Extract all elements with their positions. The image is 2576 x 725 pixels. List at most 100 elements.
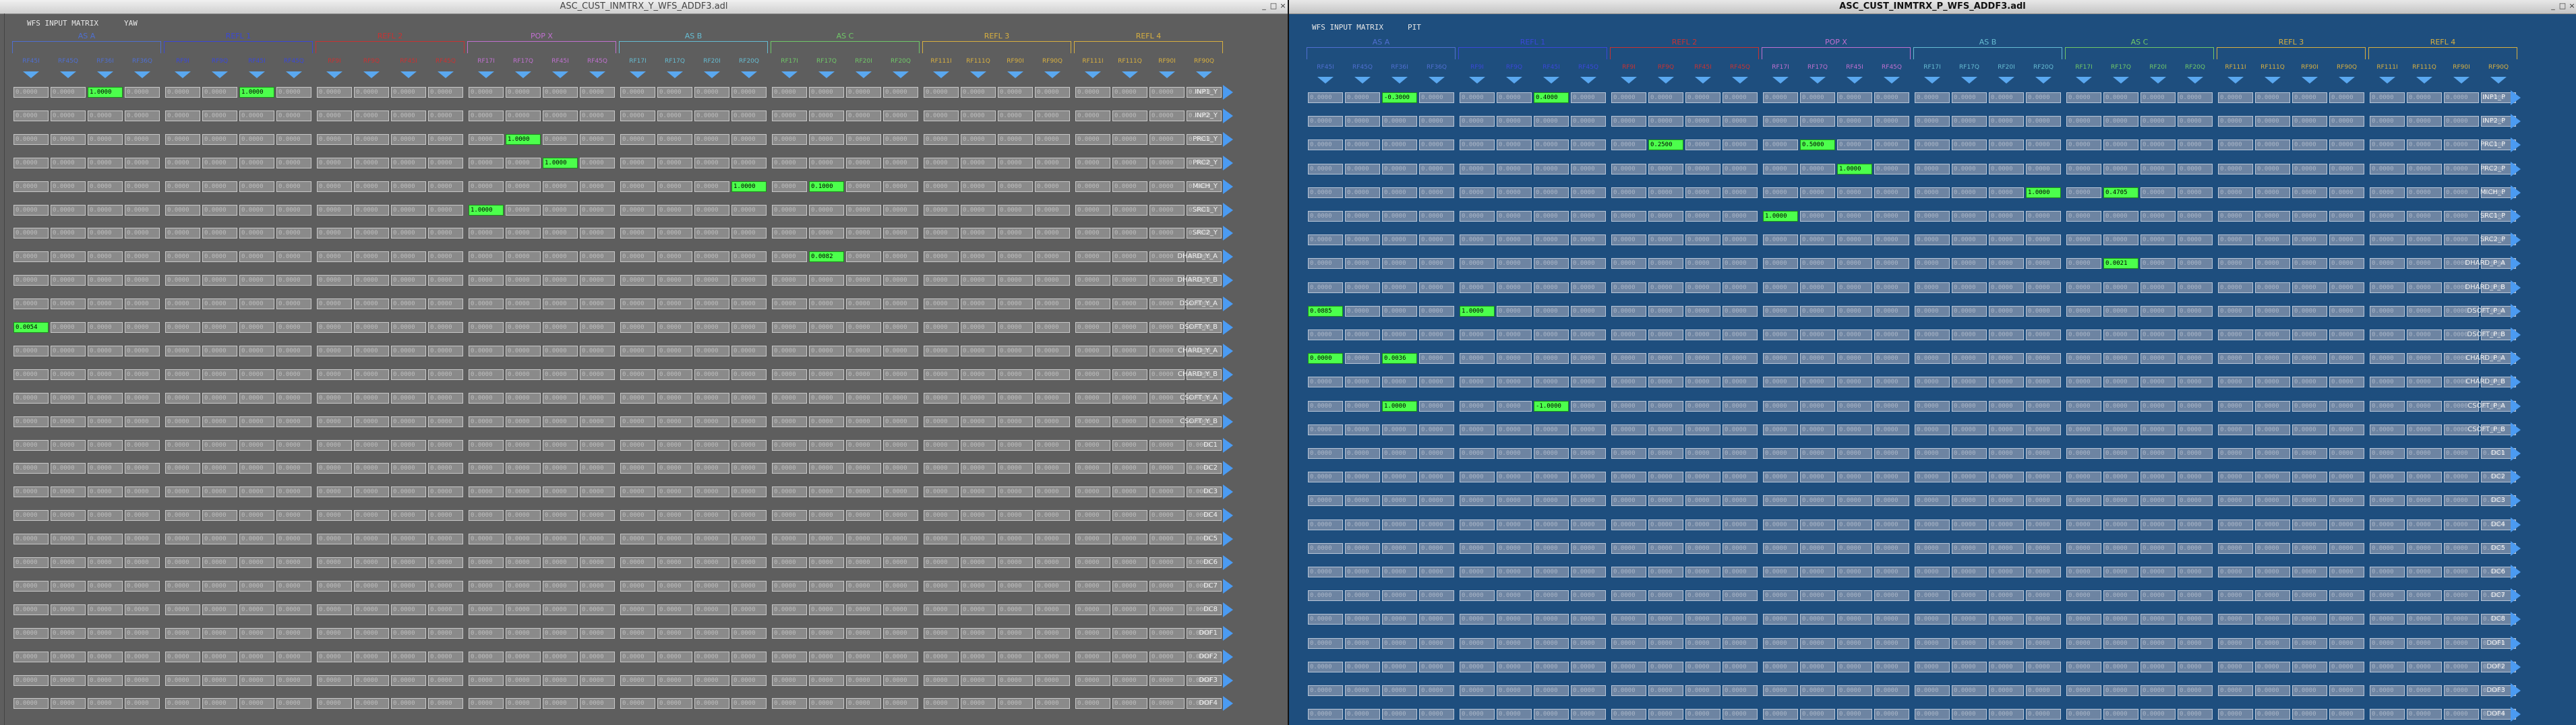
right-matrix-cell[interactable]: 0.0000 <box>1611 472 1646 483</box>
right-matrix-cell[interactable]: 0.0000 <box>2370 353 2405 365</box>
right-matrix-cell[interactable]: 0.0000 <box>2481 637 2516 649</box>
left-matrix-cell[interactable]: 0.0000 <box>1075 463 1110 474</box>
right-matrix-cell[interactable]: 0.0000 <box>2444 305 2479 317</box>
right-matrix-cell[interactable]: 0.0000 <box>1611 305 1646 317</box>
right-matrix-cell[interactable]: 0.0000 <box>2329 542 2364 554</box>
right-matrix-cell[interactable]: 0.0000 <box>1685 163 1720 175</box>
left-matrix-cell[interactable]: 0.0000 <box>391 157 426 168</box>
left-matrix-cell[interactable]: 0.0000 <box>961 87 996 98</box>
right-matrix-cell[interactable]: 0.0000 <box>2140 590 2176 602</box>
right-matrix-cell[interactable]: 0.0000 <box>1915 92 1950 103</box>
left-matrix-cell[interactable]: 0.0000 <box>13 228 49 239</box>
right-matrix-cell[interactable]: 0.0000 <box>2103 614 2138 625</box>
left-matrix-cell[interactable]: 0.0000 <box>620 534 655 545</box>
left-matrix-cell[interactable]: 0.0000 <box>428 157 463 168</box>
left-matrix-cell[interactable]: 0.0000 <box>391 580 426 592</box>
left-matrix-cell[interactable]: 0.0000 <box>428 463 463 474</box>
right-matrix-cell[interactable]: 0.0000 <box>1648 211 1683 222</box>
left-matrix-cell[interactable]: 0.0000 <box>657 627 692 639</box>
left-matrix-cell[interactable]: 0.0000 <box>276 251 311 263</box>
left-matrix-cell[interactable]: 0.0000 <box>51 322 86 333</box>
right-matrix-cell[interactable]: 0.0000 <box>1723 258 1758 270</box>
right-matrix-cell[interactable]: 0.0000 <box>1345 685 1380 696</box>
left-matrix-cell[interactable]: 0.0000 <box>1075 228 1110 239</box>
left-matrix-cell[interactable]: 0.0000 <box>694 627 729 639</box>
right-matrix-cell[interactable]: 0.0000 <box>1723 424 1758 435</box>
left-matrix-cell[interactable]: 0.0000 <box>51 251 86 263</box>
left-matrix-cell[interactable]: 0.0000 <box>998 133 1033 145</box>
left-matrix-cell[interactable]: 0.0000 <box>1035 228 1070 239</box>
left-matrix-cell[interactable]: 0.0000 <box>1187 322 1222 333</box>
right-matrix-cell[interactable]: 0.0000 <box>1874 709 1909 720</box>
right-matrix-cell[interactable]: 0.0000 <box>1763 685 1798 696</box>
right-column-ramp-button-5-1[interactable] <box>2113 77 2129 84</box>
left-matrix-cell[interactable]: 0.0000 <box>772 369 807 380</box>
left-matrix-cell[interactable]: 0.0000 <box>13 463 49 474</box>
right-matrix-cell[interactable]: 0.0000 <box>1345 329 1380 340</box>
right-matrix-cell[interactable]: 0.0000 <box>1534 305 1569 317</box>
right-matrix-cell[interactable]: 0.0000 <box>2103 519 2138 530</box>
left-matrix-cell[interactable]: 0.0000 <box>239 604 274 615</box>
left-matrix-cell[interactable]: 0.0000 <box>391 322 426 333</box>
left-matrix-cell[interactable]: 0.0000 <box>620 87 655 98</box>
right-matrix-cell[interactable]: 0.0000 <box>2444 472 2479 483</box>
left-matrix-cell[interactable]: 0.0000 <box>88 674 123 686</box>
left-matrix-cell[interactable]: 0.0000 <box>51 510 86 522</box>
left-matrix-cell[interactable]: 0.0000 <box>88 133 123 145</box>
left-matrix-cell[interactable]: 0.0000 <box>428 439 463 451</box>
right-matrix-cell[interactable]: 0.0000 <box>1534 590 1569 602</box>
left-matrix-cell[interactable]: 0.0000 <box>428 510 463 522</box>
right-matrix-cell[interactable]: 0.0000 <box>1915 139 1950 151</box>
left-matrix-cell[interactable]: 0.0000 <box>961 251 996 263</box>
left-matrix-cell[interactable]: 0.0000 <box>354 181 389 192</box>
left-matrix-cell[interactable]: 0.0000 <box>469 181 504 192</box>
right-matrix-cell[interactable]: 0.0000 <box>2066 187 2101 198</box>
left-matrix-cell[interactable]: 0.0000 <box>657 534 692 545</box>
right-matrix-cell[interactable]: 0.0000 <box>1648 400 1683 412</box>
left-matrix-cell[interactable]: 0.0000 <box>51 534 86 545</box>
left-matrix-cell[interactable]: 0.0000 <box>1075 369 1110 380</box>
left-matrix-cell[interactable]: 0.0000 <box>883 604 918 615</box>
left-matrix-cell[interactable]: 0.0000 <box>1035 204 1070 216</box>
left-matrix-cell[interactable]: 0.0000 <box>731 510 767 522</box>
left-matrix-cell[interactable]: 0.0000 <box>428 604 463 615</box>
left-matrix-cell[interactable]: 0.0000 <box>846 369 881 380</box>
right-matrix-cell[interactable]: 0.0000 <box>1837 709 1872 720</box>
right-matrix-cell[interactable]: 0.0000 <box>1571 234 1606 246</box>
right-matrix-cell[interactable]: 0.0000 <box>1989 353 2024 365</box>
right-matrix-cell[interactable]: 0.0000 <box>1837 329 1872 340</box>
left-matrix-cell[interactable]: 0.0000 <box>317 534 352 545</box>
right-maximize-button[interactable]: □ <box>2558 1 2567 10</box>
right-matrix-cell[interactable]: 0.0000 <box>1989 661 2024 672</box>
left-matrix-cell[interactable]: 0.0000 <box>924 463 959 474</box>
left-matrix-cell[interactable]: 0.0000 <box>125 604 160 615</box>
right-matrix-cell[interactable]: 0.0000 <box>1837 495 1872 507</box>
left-matrix-cell[interactable]: 0.0000 <box>694 416 729 427</box>
right-matrix-cell[interactable]: 0.0000 <box>2255 139 2290 151</box>
left-matrix-cell[interactable]: 0.0000 <box>88 345 123 356</box>
left-matrix-cell[interactable]: 0.0000 <box>51 627 86 639</box>
right-matrix-cell[interactable]: 0.0000 <box>2218 163 2253 175</box>
right-column-ramp-button-2-1[interactable] <box>1658 77 1674 84</box>
left-matrix-cell[interactable]: 0.0000 <box>1149 439 1185 451</box>
right-matrix-cell[interactable]: 0.0000 <box>2140 472 2176 483</box>
left-matrix-cell[interactable]: 0.0000 <box>620 486 655 498</box>
right-matrix-cell[interactable]: 0.0000 <box>1382 709 1417 720</box>
left-matrix-cell[interactable]: 0.0000 <box>276 651 311 662</box>
left-column-ramp-button-6-1[interactable] <box>970 71 986 78</box>
left-matrix-cell[interactable]: 0.0000 <box>125 439 160 451</box>
left-matrix-cell[interactable]: 0.0000 <box>391 110 426 121</box>
left-matrix-cell[interactable]: 0.0000 <box>657 157 692 168</box>
left-matrix-cell[interactable]: 0.0000 <box>883 557 918 568</box>
right-minimize-button[interactable]: _ <box>2551 1 2555 10</box>
left-matrix-cell[interactable]: 0.0000 <box>1035 510 1070 522</box>
left-matrix-cell[interactable]: 0.0000 <box>13 110 49 121</box>
left-matrix-cell[interactable]: 0.0000 <box>1075 322 1110 333</box>
left-titlebar[interactable]: ASC_CUST_INMTRX_Y_WFS_ADDF3.adl _ □ × <box>0 0 1288 14</box>
right-matrix-cell[interactable]: 0.0000 <box>1382 448 1417 459</box>
left-matrix-cell[interactable]: 0.0000 <box>88 510 123 522</box>
left-matrix-cell[interactable]: 0.0000 <box>1149 204 1185 216</box>
right-matrix-cell[interactable]: 0.0000 <box>1989 329 2024 340</box>
left-matrix-cell[interactable]: 0.0000 <box>276 416 311 427</box>
left-matrix-cell[interactable]: 0.0000 <box>772 133 807 145</box>
